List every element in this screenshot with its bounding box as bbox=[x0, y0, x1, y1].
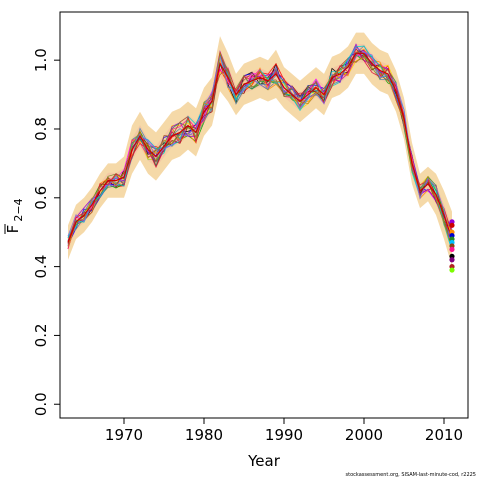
x-tick-label: 1970 bbox=[105, 426, 143, 444]
y-axis-label-main: F bbox=[4, 225, 22, 234]
y-tick-label: 0.4 bbox=[32, 255, 50, 279]
y-tick-label: 0.8 bbox=[32, 117, 50, 141]
x-tick-label: 1980 bbox=[185, 426, 223, 444]
x-tick-label: 2000 bbox=[345, 426, 383, 444]
y-tick-label: 0.2 bbox=[32, 323, 50, 347]
x-axis-label: Year bbox=[247, 452, 281, 470]
endpoint-point bbox=[449, 267, 455, 273]
y-axis-label-subscript: 2−4 bbox=[12, 198, 25, 221]
series-line bbox=[67, 51, 453, 248]
endpoint-points bbox=[449, 219, 455, 273]
y-tick-label: 0.0 bbox=[32, 392, 50, 416]
source-footer: stockassessment.org, SISAM-last-minute-c… bbox=[345, 472, 476, 478]
y-axis-label: F 2−4 bbox=[4, 198, 25, 234]
x-tick-label: 2010 bbox=[425, 426, 463, 444]
endpoint-point bbox=[449, 222, 455, 228]
x-axis: 1970 1980 1990 2000 2010 bbox=[105, 418, 463, 444]
y-axis: 0.0 0.2 0.4 0.6 0.8 1.0 bbox=[32, 48, 60, 416]
endpoint-point bbox=[449, 257, 455, 263]
plot-frame bbox=[59, 11, 469, 419]
series-lines bbox=[67, 43, 453, 252]
central-estimate-line bbox=[67, 52, 453, 243]
y-tick-label: 0.6 bbox=[32, 186, 50, 210]
endpoint-point bbox=[449, 246, 455, 253]
x-tick-label: 1990 bbox=[265, 426, 303, 444]
y-tick-label: 1.0 bbox=[32, 48, 50, 72]
